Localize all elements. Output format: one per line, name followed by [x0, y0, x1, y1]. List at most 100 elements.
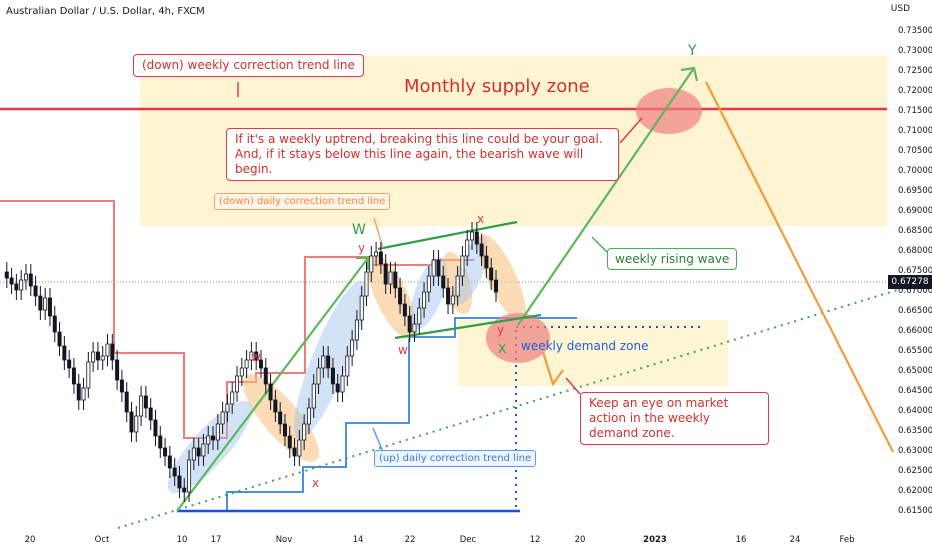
candle-body — [43, 297, 48, 311]
candle-body — [306, 407, 311, 425]
rising-support-dotted — [117, 279, 931, 529]
price-tick-label: 0.62000 — [898, 486, 932, 496]
candle-body — [28, 273, 33, 287]
candle-body — [52, 315, 57, 333]
candle-body — [340, 375, 345, 393]
candle-body — [484, 255, 489, 269]
candle-body — [345, 355, 350, 377]
time-tick-label: Oct — [95, 535, 110, 545]
price-tick-label: 0.72500 — [898, 66, 932, 76]
candle-body — [393, 271, 398, 289]
candle-body — [369, 255, 374, 273]
candle-body — [177, 475, 182, 489]
candle-body — [187, 459, 192, 493]
candle-body — [9, 277, 14, 285]
candle-body — [235, 375, 240, 393]
weekly-rising-label: weekly rising wave — [607, 248, 738, 270]
price-tick-label: 0.63500 — [898, 426, 932, 436]
candle-body — [364, 271, 369, 297]
keep-eye-callout: Keep an eye on market action in the week… — [580, 392, 769, 445]
candle-body — [474, 231, 479, 245]
candle-body — [86, 361, 91, 389]
candle-body — [460, 255, 465, 277]
candle-body — [134, 415, 139, 433]
price-tick-label: 0.69500 — [898, 186, 932, 196]
candle-body — [19, 279, 24, 291]
candle-body — [426, 275, 431, 293]
wave-label-w1: w — [251, 350, 261, 364]
price-tick-label: 0.68000 — [898, 246, 932, 256]
candle-body — [57, 331, 62, 347]
candle-body — [230, 391, 235, 405]
candle-body — [479, 243, 484, 257]
candle-body — [23, 273, 28, 281]
candle-body — [326, 355, 331, 369]
candle-body — [47, 297, 52, 317]
time-tick-label: Feb — [839, 535, 854, 545]
candle-body — [258, 359, 263, 369]
candle-body — [422, 291, 427, 309]
candle-body — [124, 391, 129, 413]
goal-note-callout: If it's a weekly uptrend, breaking this … — [226, 128, 619, 181]
time-tick-label: 14 — [353, 535, 364, 545]
demand-zone-label: weekly demand zone — [521, 339, 649, 353]
price-tick-label: 0.62500 — [898, 466, 932, 476]
candle-body — [167, 455, 172, 469]
candle-body — [38, 295, 43, 311]
candle-body — [316, 367, 321, 385]
candle-body — [465, 239, 470, 257]
price-tick-label: 0.72000 — [898, 86, 932, 96]
candle-body — [354, 319, 359, 341]
candle-body — [119, 379, 124, 393]
candle-body — [297, 439, 302, 457]
price-axis[interactable]: 0.73500 0.73000 0.72500 0.72000 0.71500 0.710… — [898, 26, 932, 516]
price-tick-label: 0.65500 — [898, 346, 932, 356]
time-axis[interactable]: 20 Oct 10 17 Nov 14 22 Dec 12 20 2023 16 24 Feb — [25, 535, 855, 545]
wave-label-W: W — [352, 222, 366, 238]
wave-label-y2: y — [497, 323, 505, 337]
candle-body — [76, 383, 81, 401]
candle-body — [220, 411, 225, 425]
candle-body — [263, 367, 268, 385]
price-tick-label: 0.63000 — [898, 446, 932, 456]
candle-body — [129, 411, 134, 433]
time-tick-label: 24 — [790, 535, 801, 545]
candle-body — [350, 339, 355, 357]
price-tick-label: 0.66500 — [898, 306, 932, 316]
candle-body — [110, 343, 115, 361]
price-tick-label: 0.73000 — [898, 46, 932, 56]
candle-body — [148, 407, 153, 421]
candle-body — [244, 359, 249, 369]
candle-body — [105, 343, 110, 357]
time-tick-label: 22 — [405, 535, 416, 545]
candle-body — [441, 275, 446, 289]
price-tick-label: 0.64500 — [898, 386, 932, 396]
time-tick-label: 20 — [25, 535, 36, 545]
candle-body — [95, 351, 100, 361]
candle-body — [431, 259, 436, 277]
current-price-tag: 0.67278 — [888, 275, 932, 289]
candle-body — [359, 295, 364, 321]
candle-body — [287, 435, 292, 449]
candle-body — [330, 367, 335, 385]
candle-body — [182, 487, 187, 493]
wave-label-y1: y — [358, 241, 366, 255]
candle-body — [254, 351, 259, 361]
candle-body — [402, 303, 407, 317]
candle-body — [273, 399, 278, 413]
candle-body — [191, 447, 196, 461]
price-tick-label: 0.69000 — [898, 206, 932, 216]
candle-body — [91, 351, 96, 363]
candle-body — [196, 447, 201, 457]
candle-body — [407, 315, 412, 333]
candle-body — [383, 263, 388, 285]
time-tick-label: 10 — [177, 535, 188, 545]
candle-body — [378, 251, 383, 265]
candle-body — [302, 423, 307, 441]
candle-body — [412, 323, 417, 333]
candle-body — [450, 295, 455, 305]
candle-body — [436, 259, 441, 277]
candle-body — [172, 467, 177, 477]
